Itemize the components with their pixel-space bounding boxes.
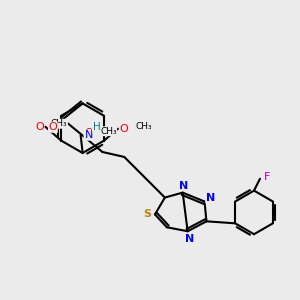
- Text: O: O: [49, 122, 57, 132]
- Text: N: N: [206, 193, 215, 202]
- Text: H: H: [93, 122, 101, 132]
- Text: CH₃: CH₃: [51, 119, 68, 128]
- Text: N: N: [179, 181, 188, 191]
- Text: O: O: [84, 128, 93, 138]
- Text: CH₃: CH₃: [135, 122, 152, 131]
- Text: F: F: [264, 172, 270, 182]
- Text: O: O: [119, 124, 128, 134]
- Text: N: N: [185, 234, 194, 244]
- Text: N: N: [84, 130, 93, 140]
- Text: S: S: [143, 209, 151, 219]
- Text: O: O: [35, 122, 44, 132]
- Text: CH₃: CH₃: [100, 127, 117, 136]
